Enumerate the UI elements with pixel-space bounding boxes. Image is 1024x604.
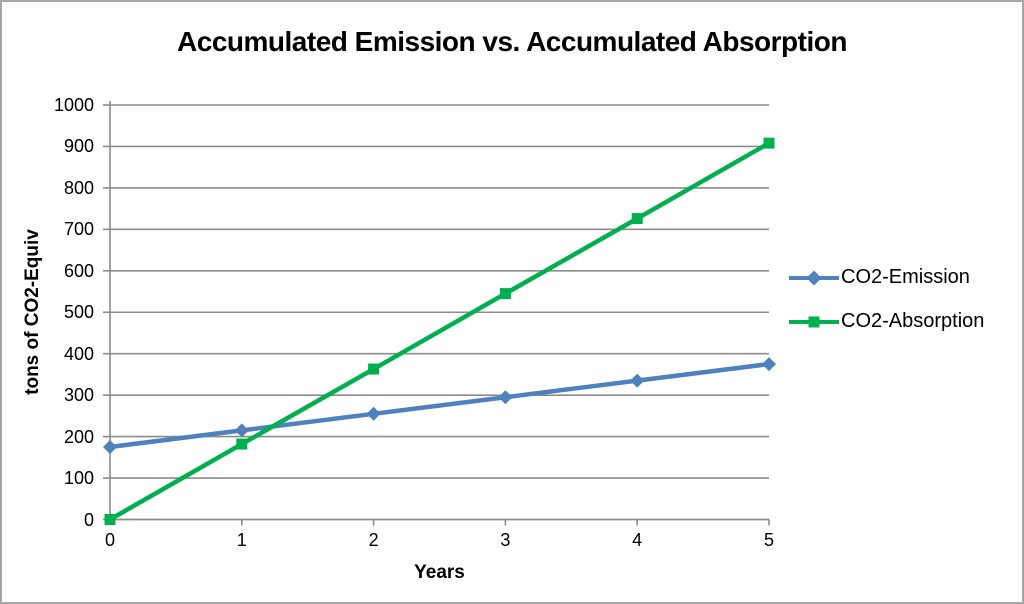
y-tick-label: 500 [63,302,94,323]
y-tick-label: 600 [63,260,94,281]
legend: CO2-Emission CO2-Absorption [789,266,984,333]
legend-label-co2-emission: CO2-Emission [841,266,970,288]
y-tick-label: 100 [63,468,94,489]
emission-line-diamond-icon [789,270,839,285]
legend-label-co2-absorption: CO2-Absorption [841,310,985,332]
x-tick-label: 3 [500,530,511,550]
x-tick-label: 1 [236,530,247,550]
y-tick-label: 300 [63,385,94,406]
absorption-line-square-icon [789,316,839,327]
x-tick-label: 5 [763,530,774,550]
y-tick-label: 400 [63,343,94,364]
y-tick-label: 0 [83,509,94,530]
x-tick-label: 2 [368,530,379,550]
chart-title: Accumulated Emission vs. Accumulated Abs… [177,26,847,57]
y-tick-label: 200 [63,426,94,447]
y-axis-title: tons of CO2-Equiv [22,229,43,395]
x-axis-title: Years [414,562,465,583]
x-tick-label: 4 [632,530,643,550]
legend-item-co2-absorption: CO2-Absorption [789,310,984,333]
y-tick-label: 700 [63,219,94,240]
y-tick-label: 800 [63,177,94,198]
y-tick-label: 1000 [53,95,94,115]
y-tick-label: 900 [63,136,94,157]
legend-item-co2-emission: CO2-Emission [789,266,984,289]
x-tick-label: 0 [104,530,115,550]
